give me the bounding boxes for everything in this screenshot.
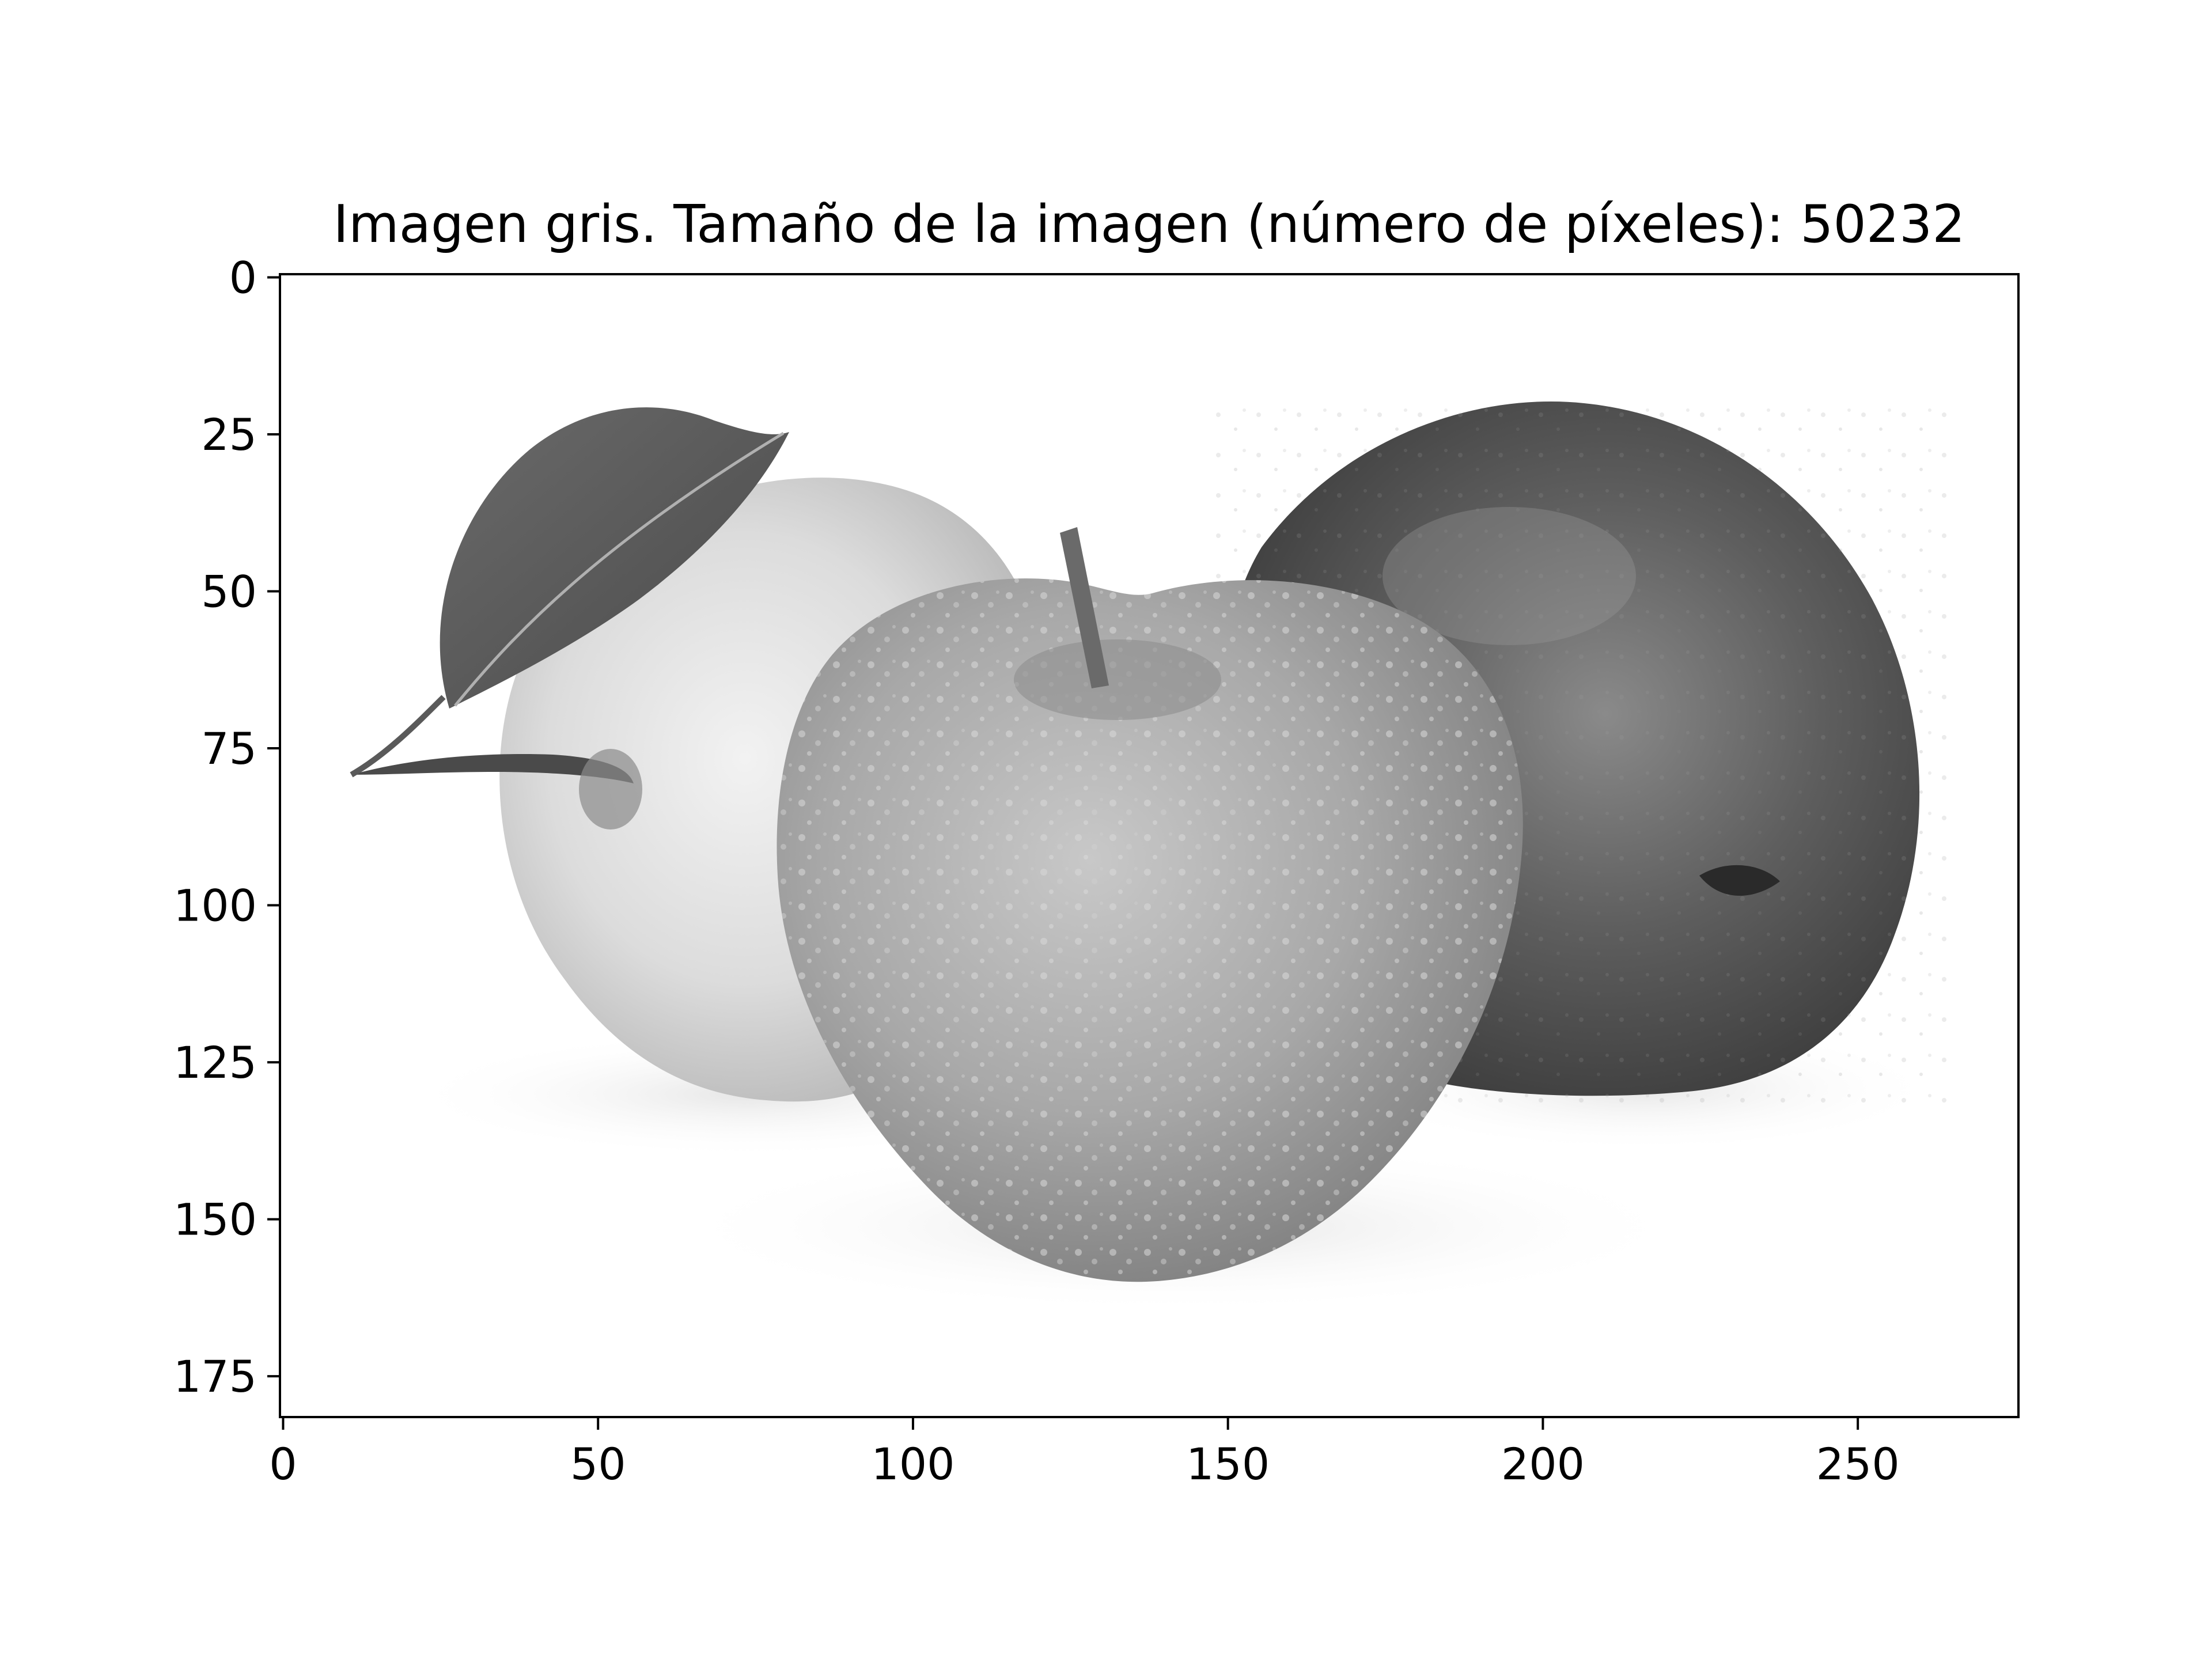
y-tick-label: 75 [201,723,257,774]
grayscale-apples-photo-icon [280,274,2018,1417]
x-tick-label: 50 [570,1438,626,1490]
x-tick-label: 100 [871,1438,955,1490]
y-tick-label: 25 [201,409,257,460]
x-tick-label: 200 [1501,1438,1585,1490]
leaf-stem [351,754,634,783]
y-tick-label: 0 [229,252,257,303]
x-tick-label: 0 [269,1438,297,1490]
leaf [440,407,789,709]
x-tick-label: 150 [1186,1438,1270,1490]
axes-frame [279,273,2020,1418]
figure-title: Imagen gris. Tamaño de la imagen (número… [333,194,1965,255]
y-tick-label: 175 [173,1351,257,1402]
x-tick-label: 250 [1816,1438,1900,1490]
y-tick-label: 50 [201,566,257,618]
y-tick-label: 100 [173,880,257,931]
apple-stem [1060,527,1109,688]
y-axis: 0 25 50 75 100 125 150 175 [173,252,280,1402]
y-tick-label: 125 [173,1037,257,1088]
x-axis: 0 50 100 150 200 250 [269,1417,1900,1490]
y-tick-label: 150 [173,1194,257,1245]
